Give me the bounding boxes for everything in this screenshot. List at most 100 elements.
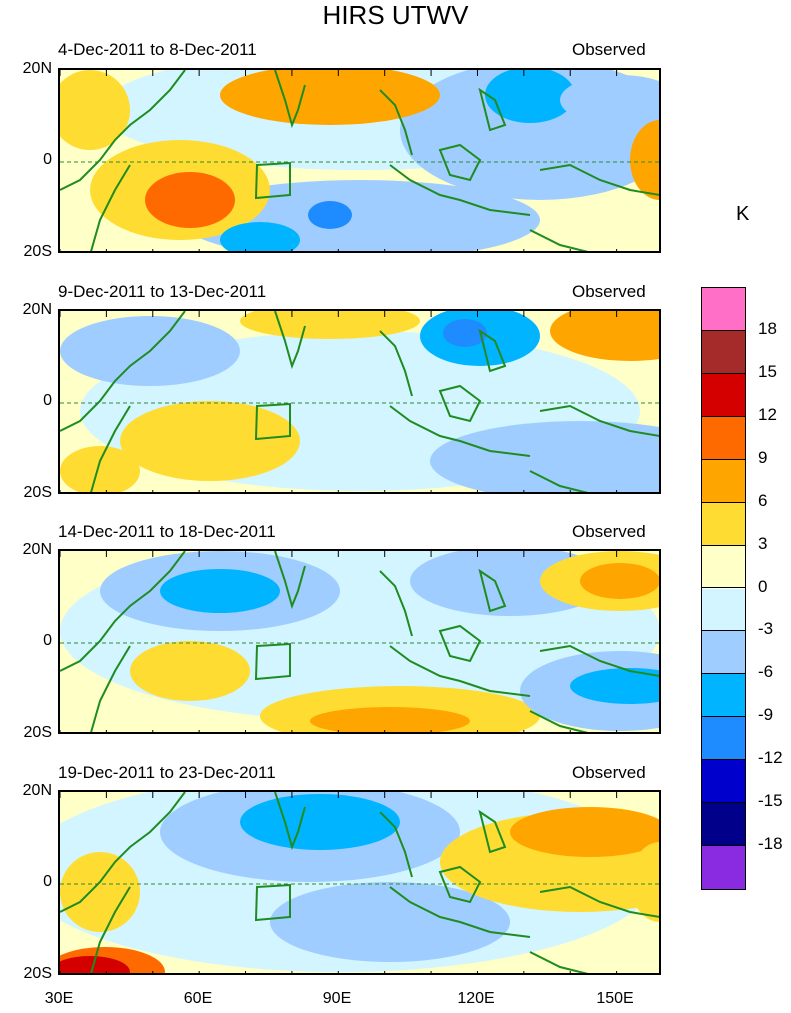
colorbar-swatch [702,502,745,546]
coastline [478,568,507,613]
panel-1-ytick-20s: 20S [23,243,52,260]
anomaly-contour [60,852,140,932]
anomaly-contour [560,75,659,125]
panel-3-ytick-20s: 20S [23,724,52,741]
coastline [438,384,482,423]
panel-4-period: 19-Dec-2011 to 23-Dec-2011 [58,763,276,782]
panel-3-label: Observed [572,522,646,541]
coastline [90,405,131,492]
colorbar-swatch [702,288,745,331]
colorbar-label: -3 [758,619,774,639]
coastline [60,311,186,432]
anomaly-contour [630,120,659,200]
map-panel-4-canvas [60,792,659,973]
panel-2-ytick-20n: 20N [22,301,52,318]
map-panel-2 [58,309,661,494]
colorbar-label: 18 [758,318,777,338]
anomaly-contour [160,569,280,613]
anomaly-contour [270,882,510,962]
coastline [529,710,589,732]
anomaly-contour [485,70,575,123]
panel-3-period: 14-Dec-2011 to 18-Dec-2011 [58,522,276,541]
coastline [60,792,186,913]
coastline [529,951,589,973]
colorbar-swatch [702,631,745,675]
coastline [478,328,507,373]
anomaly-contour [630,842,659,922]
coastline [90,886,131,973]
panel-3-ytick-0: 0 [43,632,52,649]
coastline [478,87,507,132]
coastline [90,164,131,251]
colorbar-label: -12 [758,748,783,768]
xtick-30e: 30E [44,990,74,1007]
panel-3-ytick-20n: 20N [22,541,52,558]
coastline [529,229,589,251]
xtick-120e: 120E [457,990,495,1007]
map-panel-1-canvas [60,70,659,251]
panel-1-label: Observed [572,40,646,59]
colorbar-label: 0 [758,576,768,596]
panel-1-ytick-0: 0 [43,151,52,168]
chart-title: HIRS UTWV [322,0,469,30]
coastline [379,811,413,878]
coastline [389,645,531,697]
xtick-60e: 60E [183,990,213,1007]
colorbar-swatch [702,803,745,847]
coastline [539,644,659,677]
panel-2-label: Observed [572,282,646,301]
anomaly-contour [570,668,659,704]
coastline [274,311,306,370]
colorbar-swatch [702,330,745,374]
panel-4-label: Observed [572,763,646,782]
coastline [539,163,659,196]
coastline [389,405,531,457]
colorbar-swatch [702,674,745,718]
coastline [438,865,482,904]
colorbar-swatch [702,545,745,589]
map-panel-4 [58,790,661,975]
index-region-box [254,883,291,922]
anomaly-contour [120,401,300,481]
coastline [389,164,531,216]
map-panel-2-canvas [60,311,659,492]
panel-2-ytick-0: 0 [43,392,52,409]
colorbar-label: -15 [758,791,783,811]
colorbar-label: -6 [758,662,774,682]
colorbar-swatch [702,588,745,632]
anomaly-contour [130,641,250,701]
colorbar-units: K [736,203,750,225]
colorbar-label: 9 [758,447,768,467]
colorbar-label: 3 [758,533,768,553]
colorbar-label: 6 [758,490,768,510]
colorbar-label: -9 [758,705,774,725]
coastline [274,70,306,129]
panel-1-ytick-20n: 20N [22,60,52,77]
index-region-box [254,161,291,200]
anomaly-contour [310,707,470,732]
colorbar-swatch [702,416,745,460]
anomaly-contour [60,446,140,492]
colorbar [701,287,746,890]
anomaly-contour [220,70,440,125]
coastline [60,551,186,672]
anomaly-contour [443,319,487,347]
anomaly-contour [60,956,130,973]
panel-4-ytick-20s: 20S [23,965,52,982]
panel-2-period: 9-Dec-2011 to 13-Dec-2011 [58,282,267,301]
anomaly-contour [308,201,352,229]
coastline [90,645,131,732]
anomaly-contour [550,311,659,361]
index-region-box [254,642,291,681]
anomaly-contour [240,794,400,850]
coastline [60,70,186,191]
colorbar-swatch [702,373,745,417]
xtick-90e: 90E [322,990,352,1007]
panel-1-period: 4-Dec-2011 to 8-Dec-2011 [58,40,257,59]
anomaly-contour [430,421,659,492]
anomaly-contour [220,222,300,251]
coastline [274,551,306,610]
coastline [529,470,589,492]
colorbar-swatch [702,846,745,889]
coastline [379,330,413,397]
